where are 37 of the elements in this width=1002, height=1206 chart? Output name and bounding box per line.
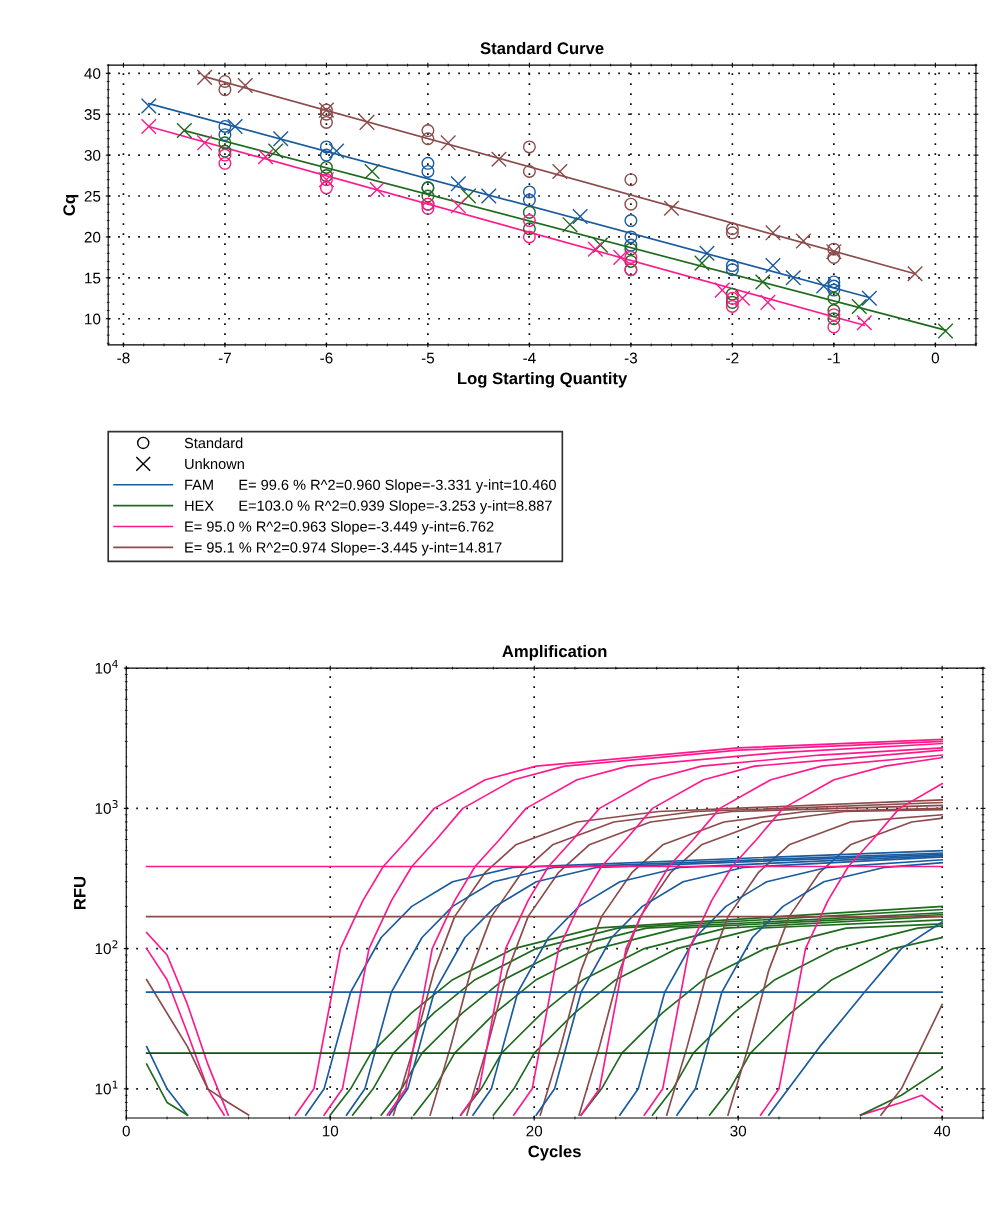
y-tick-label: 20 xyxy=(84,231,101,243)
y-tick-label: 30 xyxy=(84,149,101,161)
x-tick-label: -2 xyxy=(726,352,739,364)
legend-label: FAM E= 99.6 % R^2=0.960 Slope=-3.331 y-int=10.460 xyxy=(185,479,556,493)
y-tick-label: 35 xyxy=(84,109,101,120)
x-tick-label: -4 xyxy=(523,352,536,364)
y-tick-label: 10$^{1}$ xyxy=(95,1080,118,1095)
x-tick-label: -8 xyxy=(117,352,130,364)
chart-title: Amplification xyxy=(502,644,607,661)
x-tick-label: -6 xyxy=(320,352,333,364)
x-axis-title: Log Starting Quantity xyxy=(458,372,628,388)
x-tick-label: 20 xyxy=(526,1125,543,1137)
y-tick-label: 10$^{4}$ xyxy=(95,659,118,674)
x-tick-label: -7 xyxy=(218,352,231,364)
legend-label: HEX E=103.0 % R^2=0.939 Slope=-3.253 y-int=8.887 xyxy=(185,500,552,514)
x-tick-label: 10 xyxy=(322,1125,339,1137)
y-axis-title: Cq xyxy=(63,195,79,216)
x-tick-label: -3 xyxy=(624,352,638,364)
x-tick-label: 0 xyxy=(931,352,939,364)
y-tick-label: 10$^{3}$ xyxy=(95,800,118,814)
text: Unknown xyxy=(185,458,244,470)
chart-title: Standard Curve xyxy=(480,41,604,55)
legend-label: E= 95.0 % R^2=0.963 Slope=-3.449 y-int=6.762 xyxy=(185,521,494,535)
y-tick-label: 15 xyxy=(85,272,101,284)
x-tick-label: 0 xyxy=(122,1125,130,1137)
x-axis-title: Cycles xyxy=(528,1145,581,1161)
y-tick-label: 25 xyxy=(84,190,101,202)
y-tick-label: 40 xyxy=(84,68,101,79)
text: Standard xyxy=(184,437,243,449)
y-tick-label: 10$^{2}$ xyxy=(95,940,118,955)
legend-label: E= 95.1 % R^2=0.974 Slope=-3.445 y-int=14.817 xyxy=(185,541,502,556)
x-tick-label: 40 xyxy=(934,1125,951,1137)
y-axis-title: RFU xyxy=(74,876,86,910)
x-tick-label: -5 xyxy=(421,352,435,364)
x-tick-label: -1 xyxy=(827,352,840,364)
x-tick-label: 30 xyxy=(730,1125,747,1137)
y-tick-label: 10 xyxy=(85,313,101,325)
